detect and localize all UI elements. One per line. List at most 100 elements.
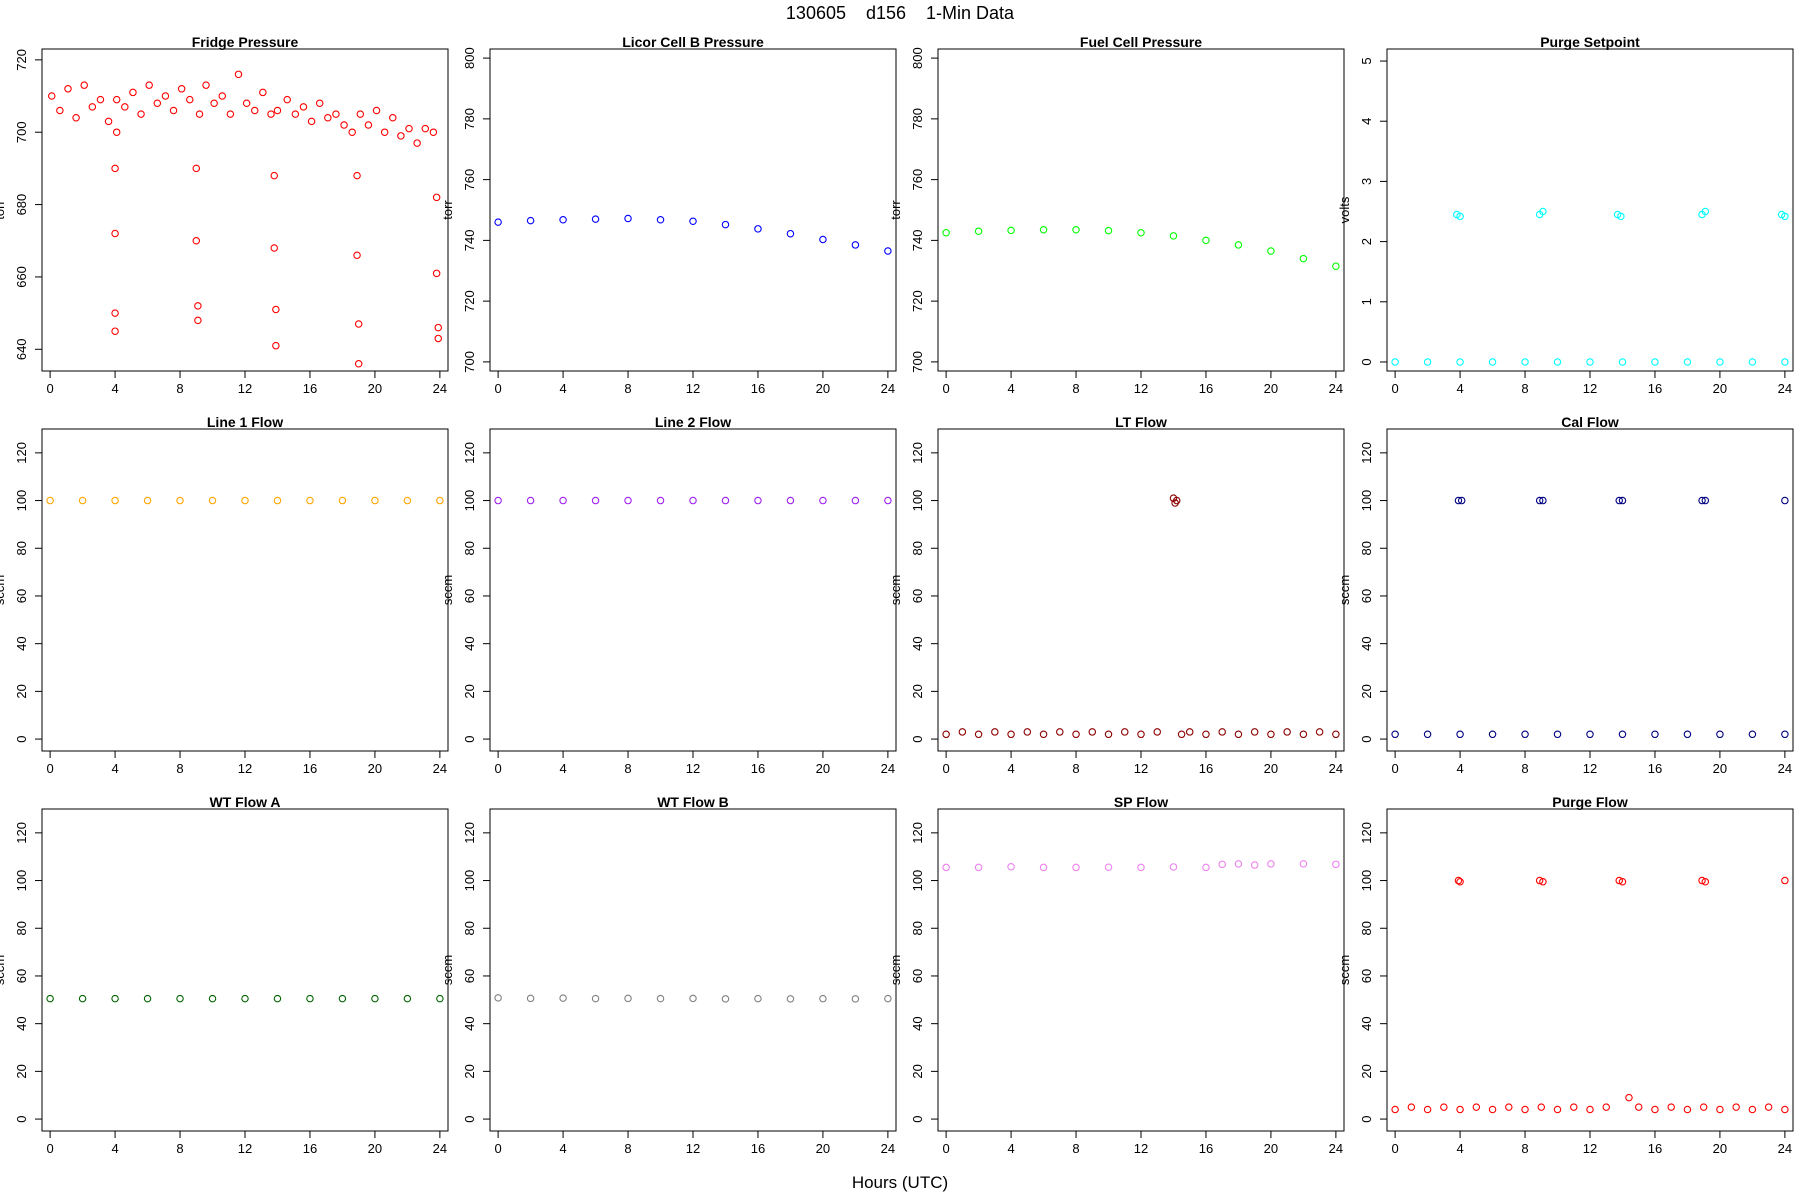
data-point	[1701, 496, 1710, 505]
data-point	[46, 994, 54, 1003]
data-point	[942, 229, 950, 237]
data-point	[1618, 730, 1627, 739]
y-axis-label: torr	[888, 200, 903, 220]
data-point	[353, 171, 361, 180]
y-tick-label: 100	[462, 490, 477, 512]
y-tick-label: 5	[1359, 57, 1374, 64]
x-tick-label: 4	[1007, 761, 1014, 776]
data-point	[1137, 229, 1145, 237]
data-point	[1456, 358, 1464, 366]
y-tick-label: 0	[462, 1115, 477, 1122]
x-tick-label: 16	[1648, 1141, 1662, 1156]
y-tick-label: 60	[910, 969, 925, 983]
data-point	[432, 193, 441, 202]
y-tick-label: 800	[910, 47, 925, 69]
y-tick-label: 60	[14, 969, 29, 983]
x-tick-label: 12	[1134, 381, 1148, 396]
y-tick-label: 800	[462, 47, 477, 69]
data-point	[1072, 863, 1080, 872]
data-point	[1539, 207, 1547, 216]
data-point	[1553, 1105, 1562, 1114]
y-axis-label: torr	[0, 200, 7, 220]
y-tick-label: 2	[1359, 238, 1374, 245]
y-tick-label: 1	[1359, 298, 1374, 305]
data-point	[494, 496, 502, 505]
panel-lt-flow: LT Flow sccm 0 4 8 12 16 20 24 0 20 40 60 80 100 120	[888, 414, 1345, 776]
data-point	[1781, 496, 1789, 505]
data-point	[299, 103, 308, 111]
y-tick-label: 120	[14, 822, 29, 844]
data-point	[436, 994, 444, 1003]
data-point	[1539, 877, 1547, 886]
data-point	[991, 728, 999, 736]
x-tick-label: 8	[1521, 761, 1528, 776]
data-point	[161, 92, 170, 100]
y-tick-label: 740	[910, 230, 925, 252]
data-point	[192, 237, 201, 245]
y-axis-label: sccm	[1337, 575, 1352, 605]
data-point	[1586, 730, 1594, 739]
data-point	[176, 496, 184, 505]
data-point	[1553, 730, 1562, 739]
data-point	[177, 85, 186, 93]
y-tick-label: 120	[14, 442, 29, 464]
data-point	[1488, 358, 1497, 366]
panel-line-2-flow: Line 2 Flow sccm 0 4 8 12 16 20 24 0 20 40 60 80 100 12…	[440, 414, 897, 776]
y-axis-label: sccm	[1337, 955, 1352, 985]
panel-cal-flow: Cal Flow sccm 0 4 8 12 16 20 24 0 20 40 60 80 100 120	[1337, 414, 1794, 776]
data-point	[208, 496, 217, 505]
data-point	[1172, 496, 1181, 505]
series-line-1-flow	[46, 496, 444, 505]
data-point	[195, 110, 204, 118]
panel-title: Fuel Cell Pressure	[1080, 34, 1202, 50]
y-axis-label: sccm	[0, 575, 7, 605]
data-point	[145, 81, 153, 89]
series-purge-flow	[1391, 876, 1789, 1114]
x-tick-label: 24	[881, 381, 895, 396]
x-tick-label: 8	[624, 761, 631, 776]
data-point	[656, 215, 665, 224]
data-point	[1185, 728, 1194, 736]
data-point	[754, 225, 762, 233]
y-tick-label: 80	[910, 541, 925, 555]
x-tick-label: 16	[1648, 381, 1662, 396]
y-tick-label: 0	[1359, 735, 1374, 742]
data-point	[1332, 730, 1340, 739]
data-point	[111, 164, 119, 173]
data-point	[974, 227, 983, 236]
y-tick-label: 120	[910, 822, 925, 844]
data-point	[1651, 358, 1659, 366]
data-point	[1007, 730, 1015, 739]
x-tick-label: 4	[559, 761, 566, 776]
data-point	[786, 229, 795, 238]
data-point	[104, 117, 113, 126]
y-tick-label: 100	[1359, 490, 1374, 512]
data-point	[267, 110, 275, 118]
panel-purge-flow: Purge Flow sccm 0 4 8 12 16 20 24 0 20 40 60 80 100 120	[1337, 794, 1794, 1156]
data-point	[218, 92, 227, 100]
x-tick-label: 24	[1329, 761, 1343, 776]
data-point	[1218, 860, 1226, 869]
x-tick-label: 16	[1199, 761, 1213, 776]
panel-title: Line 1 Flow	[207, 414, 283, 430]
series-sp-flow	[942, 860, 1340, 872]
panel-title: Purge Setpoint	[1540, 34, 1640, 50]
y-tick-label: 100	[910, 870, 925, 892]
data-point	[46, 496, 54, 505]
y-tick-label: 40	[910, 636, 925, 650]
data-point	[371, 496, 379, 505]
data-point	[689, 994, 697, 1003]
y-tick-label: 20	[14, 684, 29, 698]
data-point	[1440, 1103, 1448, 1111]
data-point	[1488, 730, 1497, 739]
data-point	[526, 994, 535, 1003]
data-point	[1781, 212, 1789, 221]
x-tick-label: 12	[238, 381, 252, 396]
y-tick-label: 40	[1359, 1016, 1374, 1030]
data-point	[1202, 863, 1210, 872]
y-tick-label: 120	[462, 822, 477, 844]
y-tick-label: 20	[14, 1064, 29, 1078]
data-point	[1698, 496, 1706, 505]
plot-frame	[489, 428, 897, 752]
